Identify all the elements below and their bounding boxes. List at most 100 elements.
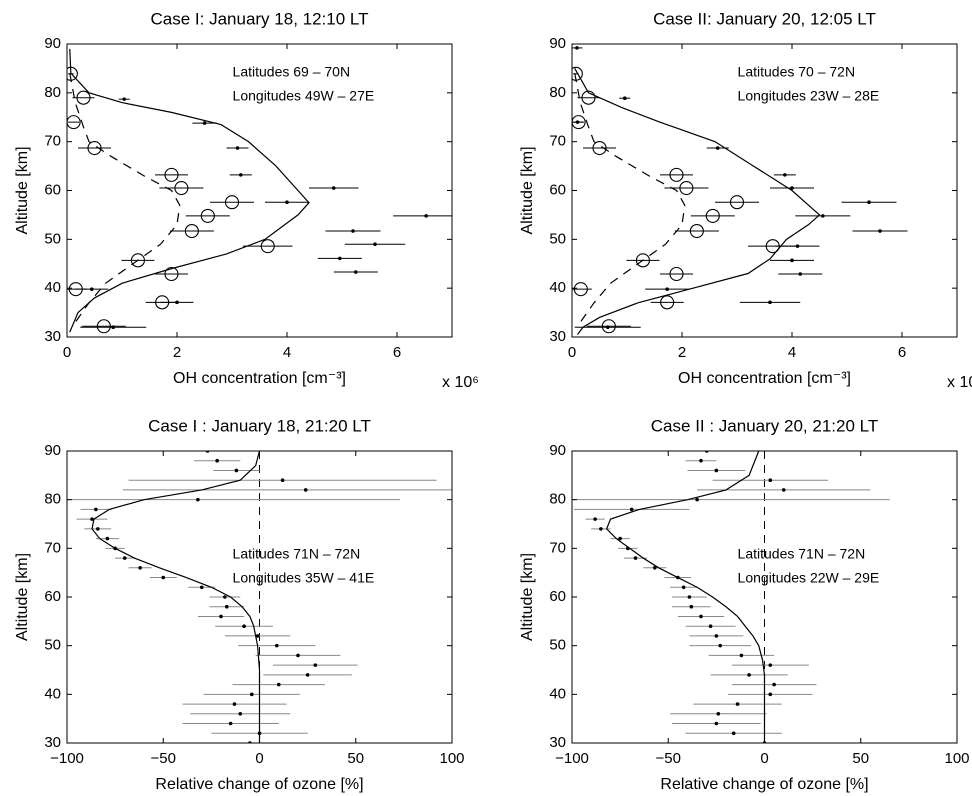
dot-marker [790, 258, 794, 263]
dot-marker [878, 229, 882, 233]
dot-marker [821, 214, 825, 218]
circle-marker [164, 266, 179, 282]
dot-marker [795, 244, 800, 248]
circle-marker [581, 90, 596, 105]
x-tick-label: 6 [393, 344, 401, 361]
dot-marker [353, 270, 358, 274]
y-tick-label: 70 [44, 539, 61, 556]
x-axis-label: OH concentration [cm⁻³] [173, 370, 346, 387]
dot-marker [618, 536, 622, 541]
dot-marker [687, 595, 692, 599]
dot-marker [275, 643, 279, 648]
y-tick-label: 40 [549, 685, 566, 702]
dot-marker [633, 556, 638, 560]
dot-marker [747, 673, 751, 677]
dot-marker [781, 488, 786, 492]
panel: Case I : January 18, 21:20 LT Relative ch… [14, 416, 464, 793]
x-tick-label: 2 [678, 344, 686, 361]
dot-marker [242, 624, 246, 628]
x-tick-label: 6 [898, 344, 906, 361]
profile-line [605, 451, 766, 743]
x-tick-label: −50 [151, 750, 176, 767]
profile-line [574, 73, 686, 323]
annotation: Longitudes 22W – 29E [738, 570, 880, 586]
dot-marker [224, 604, 229, 609]
chart-title: Case II : January 20, 21:20 LT [651, 416, 878, 435]
dot-marker [798, 272, 803, 276]
dot-marker [223, 595, 227, 599]
y-axis-label: Altitude [km] [519, 146, 536, 234]
x-tick-label: 50 [347, 750, 364, 767]
y-axis-label: Altitude [km] [14, 553, 31, 641]
y-tick-label: 60 [44, 181, 61, 198]
x-tick-label: 4 [788, 344, 796, 361]
circle-marker [184, 223, 199, 239]
x-tick-label: 0 [760, 750, 768, 767]
circle-marker [87, 140, 102, 156]
x-tick-label: 100 [439, 750, 464, 767]
plot-area [572, 451, 890, 743]
plot-area [67, 48, 452, 334]
y-tick-label: 90 [549, 442, 566, 459]
dot-marker [111, 325, 115, 330]
dot-marker [338, 256, 342, 261]
y-axis-label: Altitude [km] [14, 146, 31, 234]
annotation: Longitudes 49W – 27E [233, 88, 375, 104]
dot-marker [716, 712, 721, 716]
dot-marker [768, 692, 773, 697]
dot-marker [238, 712, 243, 716]
dot-marker [305, 673, 310, 677]
dot-marker [219, 614, 223, 619]
dot-marker [575, 120, 580, 124]
circle-marker [200, 208, 215, 223]
dot-marker [768, 300, 772, 305]
y-tick-label: 70 [549, 539, 566, 556]
dot-marker [239, 173, 243, 177]
dot-marker [715, 146, 720, 150]
x-multiplier: x 10⁶ [947, 374, 972, 391]
dot-marker [90, 517, 94, 521]
x-axis-label: Relative change of ozone [%] [155, 776, 363, 793]
dot-marker [629, 507, 634, 512]
dot-marker [296, 653, 300, 658]
circle-marker [164, 167, 179, 182]
circle-marker [669, 266, 684, 282]
dot-marker [161, 575, 166, 580]
annotation: Latitudes 71N – 72N [233, 546, 361, 562]
dot-marker [215, 458, 219, 463]
annotation: Longitudes 35W – 41E [233, 570, 375, 586]
dot-marker [331, 186, 336, 190]
dot-marker [196, 497, 200, 502]
y-tick-label: 40 [44, 279, 61, 296]
chart-title: Case I : January 18, 21:20 LT [148, 416, 371, 435]
dot-marker [228, 721, 233, 726]
y-tick-label: 60 [549, 588, 566, 605]
circle-marker [76, 90, 91, 105]
dot-marker [138, 566, 142, 570]
y-tick-label: 80 [549, 84, 566, 101]
chart-title: Case II: January 20, 12:05 LT [653, 9, 876, 28]
dot-marker [593, 517, 597, 521]
dot-marker [699, 614, 703, 619]
dot-marker [235, 146, 240, 150]
y-tick-label: 80 [44, 84, 61, 101]
panel: Case I: January 18, 12:10 LT OH concentra… [14, 9, 479, 391]
circle-marker [224, 195, 240, 210]
axes-frame [571, 43, 958, 338]
dot-marker [276, 682, 281, 687]
y-tick-label: 30 [549, 328, 566, 345]
y-tick-label: 60 [44, 588, 61, 605]
y-tick-label: 40 [44, 685, 61, 702]
dot-marker [708, 624, 713, 628]
y-axis-label: Altitude [km] [519, 553, 536, 641]
dot-marker [351, 229, 355, 233]
profile-line [69, 48, 310, 333]
profile-line [574, 68, 821, 335]
annotation: Latitudes 71N – 72N [738, 546, 866, 562]
dot-marker [232, 702, 237, 706]
axes-frame [571, 450, 958, 744]
circle-marker [572, 66, 583, 81]
y-tick-label: 90 [44, 35, 61, 52]
x-tick-label: 0 [63, 344, 71, 361]
